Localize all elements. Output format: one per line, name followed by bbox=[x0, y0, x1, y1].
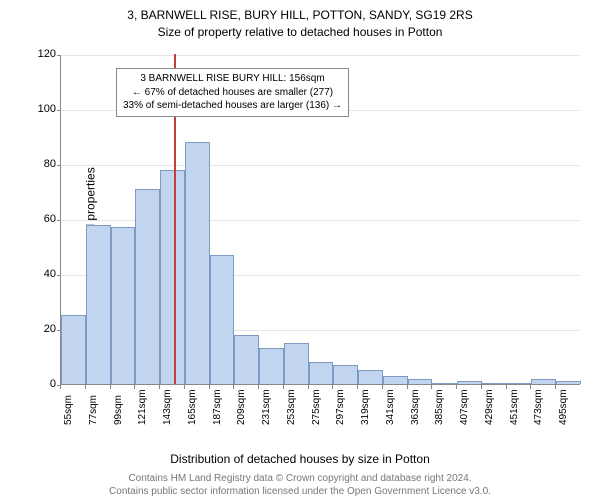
xtick-mark bbox=[481, 385, 482, 389]
histogram-bar bbox=[160, 170, 185, 385]
ytick-label: 40 bbox=[26, 268, 56, 280]
xtick-mark bbox=[258, 385, 259, 389]
xtick-mark bbox=[431, 385, 432, 389]
xtick-mark bbox=[110, 385, 111, 389]
histogram-bar bbox=[482, 383, 507, 384]
xtick-mark bbox=[134, 385, 135, 389]
ytick-label: 60 bbox=[26, 213, 56, 225]
xtick-label: 187sqm bbox=[212, 389, 223, 425]
xtick-label: 495sqm bbox=[558, 389, 569, 425]
footer-line-2: Contains public sector information licen… bbox=[0, 485, 600, 498]
plot-region: 3 BARNWELL RISE BURY HILL: 156sqm← 67% o… bbox=[60, 55, 580, 385]
x-axis-label: Distribution of detached houses by size … bbox=[0, 452, 600, 466]
xtick-mark bbox=[184, 385, 185, 389]
histogram-bar bbox=[185, 142, 210, 384]
xtick-label: 275sqm bbox=[311, 389, 322, 425]
xtick-mark bbox=[382, 385, 383, 389]
xtick-label: 209sqm bbox=[236, 389, 247, 425]
histogram-bar bbox=[210, 255, 235, 384]
histogram-bar bbox=[61, 315, 86, 384]
ytick-label: 120 bbox=[26, 48, 56, 60]
xtick-label: 297sqm bbox=[335, 389, 346, 425]
xtick-label: 253sqm bbox=[286, 389, 297, 425]
ytick-mark bbox=[57, 55, 61, 56]
xtick-label: 451sqm bbox=[509, 389, 520, 425]
histogram-bar bbox=[135, 189, 160, 384]
histogram-bar bbox=[408, 379, 433, 385]
chart-title: 3, BARNWELL RISE, BURY HILL, POTTON, SAN… bbox=[0, 8, 600, 22]
chart-footer: Contains HM Land Registry data © Crown c… bbox=[0, 472, 600, 498]
histogram-bar bbox=[432, 383, 457, 384]
xtick-mark bbox=[555, 385, 556, 389]
xtick-label: 99sqm bbox=[113, 395, 124, 425]
histogram-bar bbox=[556, 381, 581, 384]
xtick-label: 319sqm bbox=[360, 389, 371, 425]
xtick-label: 473sqm bbox=[533, 389, 544, 425]
histogram-bar bbox=[309, 362, 334, 384]
xtick-label: 121sqm bbox=[137, 389, 148, 425]
xtick-label: 429sqm bbox=[484, 389, 495, 425]
xtick-label: 363sqm bbox=[410, 389, 421, 425]
ytick-mark bbox=[57, 220, 61, 221]
xtick-mark bbox=[60, 385, 61, 389]
xtick-label: 77sqm bbox=[88, 395, 99, 425]
xtick-mark bbox=[233, 385, 234, 389]
xtick-label: 385sqm bbox=[434, 389, 445, 425]
histogram-bar bbox=[358, 370, 383, 384]
xtick-mark bbox=[530, 385, 531, 389]
grid-line bbox=[61, 55, 580, 56]
xtick-label: 231sqm bbox=[261, 389, 272, 425]
xtick-mark bbox=[456, 385, 457, 389]
ytick-label: 0 bbox=[26, 378, 56, 390]
xtick-mark bbox=[283, 385, 284, 389]
ytick-label: 80 bbox=[26, 158, 56, 170]
xtick-label: 407sqm bbox=[459, 389, 470, 425]
annotation-line: 33% of semi-detached houses are larger (… bbox=[123, 99, 342, 113]
histogram-bar bbox=[507, 383, 532, 384]
histogram-bar bbox=[284, 343, 309, 384]
xtick-label: 341sqm bbox=[385, 389, 396, 425]
xtick-mark bbox=[407, 385, 408, 389]
xtick-mark bbox=[308, 385, 309, 389]
annotation-box: 3 BARNWELL RISE BURY HILL: 156sqm← 67% o… bbox=[116, 68, 349, 117]
ytick-label: 20 bbox=[26, 323, 56, 335]
histogram-bar bbox=[383, 376, 408, 384]
histogram-bar bbox=[531, 379, 556, 385]
xtick-mark bbox=[85, 385, 86, 389]
xtick-mark bbox=[159, 385, 160, 389]
xtick-mark bbox=[357, 385, 358, 389]
histogram-bar bbox=[333, 365, 358, 384]
histogram-bar bbox=[86, 225, 111, 385]
histogram-bar bbox=[457, 381, 482, 384]
annotation-line: 3 BARNWELL RISE BURY HILL: 156sqm bbox=[123, 72, 342, 86]
chart-area: 3 BARNWELL RISE BURY HILL: 156sqm← 67% o… bbox=[60, 55, 580, 415]
xtick-label: 165sqm bbox=[187, 389, 198, 425]
histogram-bar bbox=[111, 227, 136, 384]
xtick-label: 55sqm bbox=[63, 395, 74, 425]
ytick-mark bbox=[57, 275, 61, 276]
footer-line-1: Contains HM Land Registry data © Crown c… bbox=[0, 472, 600, 485]
histogram-bar bbox=[259, 348, 284, 384]
histogram-bar bbox=[234, 335, 259, 385]
xtick-label: 143sqm bbox=[162, 389, 173, 425]
annotation-line: ← 67% of detached houses are smaller (27… bbox=[123, 86, 342, 100]
ytick-label: 100 bbox=[26, 103, 56, 115]
ytick-mark bbox=[57, 165, 61, 166]
xtick-mark bbox=[506, 385, 507, 389]
ytick-mark bbox=[57, 110, 61, 111]
xtick-mark bbox=[332, 385, 333, 389]
chart-subtitle: Size of property relative to detached ho… bbox=[0, 25, 600, 39]
xtick-mark bbox=[209, 385, 210, 389]
grid-line bbox=[61, 165, 580, 166]
